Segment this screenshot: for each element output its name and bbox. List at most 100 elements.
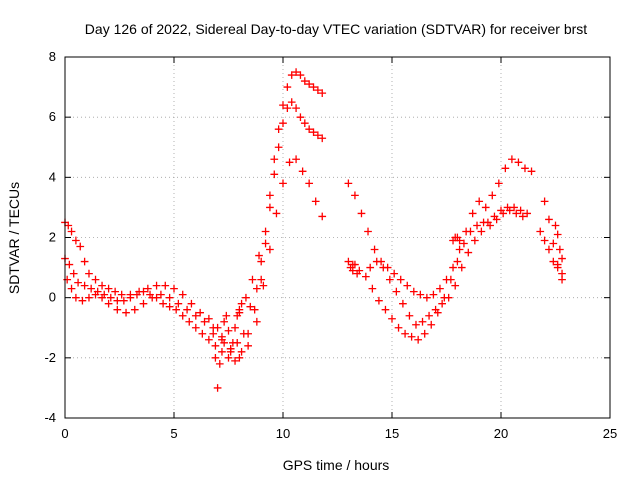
y-tick-label: 6	[49, 109, 56, 124]
data-point	[274, 143, 283, 152]
data-point	[72, 293, 80, 302]
data-point	[235, 308, 244, 317]
data-point	[401, 329, 409, 338]
data-point	[270, 170, 279, 179]
data-point	[361, 272, 370, 281]
data-point	[80, 281, 89, 290]
data-point	[348, 266, 357, 275]
data-point	[523, 209, 532, 218]
data-point	[244, 341, 252, 350]
data-point	[364, 227, 372, 236]
data-point	[353, 269, 361, 278]
data-point	[549, 257, 558, 266]
data-point	[143, 284, 152, 293]
data-point	[200, 317, 209, 326]
data-point	[392, 287, 401, 296]
data-point	[106, 293, 115, 302]
y-tick-label: 8	[49, 49, 56, 64]
data-point	[266, 245, 274, 254]
data-point	[447, 275, 455, 284]
data-point	[178, 311, 187, 320]
data-point	[370, 245, 379, 254]
series-track-c	[63, 155, 327, 362]
series-track-f	[366, 203, 532, 329]
data-point	[246, 302, 255, 311]
data-point	[231, 356, 239, 365]
data-point	[218, 335, 226, 344]
data-point	[215, 360, 224, 368]
data-point	[113, 305, 122, 314]
grid-lines	[65, 57, 610, 418]
data-point	[209, 323, 218, 332]
data-point	[165, 302, 174, 311]
data-point	[257, 257, 266, 266]
data-point	[91, 290, 100, 299]
series-track-m	[449, 233, 464, 245]
data-point	[270, 155, 279, 164]
data-point	[250, 305, 259, 314]
data-point	[87, 284, 96, 293]
series-track-a	[61, 68, 327, 353]
y-tick-label: -2	[44, 350, 56, 365]
data-point	[113, 296, 122, 305]
data-point	[255, 251, 263, 260]
data-point	[318, 134, 327, 143]
data-point	[431, 305, 440, 314]
data-point	[455, 245, 464, 254]
data-point	[379, 263, 388, 272]
data-point	[172, 305, 181, 314]
data-point	[122, 308, 130, 317]
series-track-d	[344, 155, 536, 302]
data-point	[405, 311, 414, 320]
x-tick-label: 20	[494, 426, 508, 441]
data-point	[279, 179, 287, 188]
data-point	[64, 221, 73, 230]
data-point	[481, 203, 490, 212]
series-track-i	[551, 221, 566, 263]
data-point	[279, 119, 287, 128]
series-track-e	[348, 206, 527, 344]
data-point	[553, 230, 562, 239]
data-point	[80, 257, 89, 266]
data-point	[152, 281, 161, 290]
y-tick-label: 0	[49, 290, 56, 305]
data-point	[205, 335, 213, 344]
data-point	[139, 299, 148, 308]
data-point	[198, 329, 207, 338]
data-point	[226, 347, 235, 356]
data-point	[540, 236, 549, 245]
data-point	[205, 314, 213, 323]
data-point	[296, 113, 305, 122]
x-tick-label: 5	[170, 426, 177, 441]
data-point	[311, 197, 320, 206]
data-point	[117, 290, 126, 299]
data-point	[551, 221, 560, 230]
axis-ticks: 0 5 10 15 20 25 -4 -2 0 2 4 6 8	[44, 49, 617, 441]
data-point	[196, 308, 205, 317]
data-point	[508, 155, 516, 164]
data-point	[501, 164, 510, 173]
data-point	[516, 206, 525, 215]
y-tick-label: -4	[44, 410, 56, 425]
x-tick-label: 15	[385, 426, 399, 441]
data-point	[235, 353, 244, 362]
x-tick-label: 25	[603, 426, 617, 441]
data-point	[229, 338, 237, 347]
data-point	[296, 71, 305, 79]
data-point	[512, 209, 521, 218]
data-point	[65, 260, 74, 269]
data-point	[104, 284, 113, 293]
data-point	[466, 227, 475, 236]
data-point	[191, 323, 200, 332]
data-point	[473, 221, 481, 230]
data-point	[396, 275, 405, 284]
y-tick-label: 2	[49, 230, 56, 245]
data-point	[399, 299, 407, 308]
data-point	[385, 275, 394, 284]
data-point	[185, 317, 194, 326]
data-point	[409, 287, 418, 296]
data-point	[287, 98, 296, 106]
data-point	[248, 275, 257, 284]
data-point	[375, 296, 383, 305]
